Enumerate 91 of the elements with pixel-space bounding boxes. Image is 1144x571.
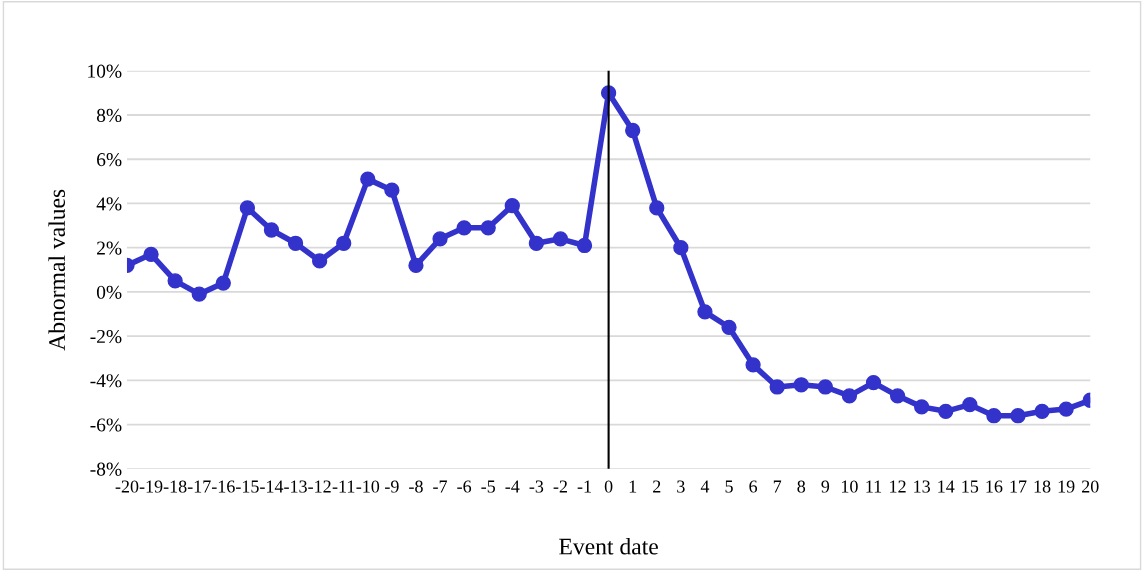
point: [239, 200, 256, 216]
x-tick-label: -3: [529, 480, 544, 493]
x-tick-label: -9: [385, 480, 399, 493]
point: [143, 246, 159, 262]
point: [336, 235, 352, 251]
x-tick-label: -10: [356, 480, 380, 493]
x-tick-label: -4: [505, 480, 520, 493]
x-tick-label: -11: [332, 480, 355, 493]
point: [504, 198, 520, 214]
x-tick-label: -16: [211, 480, 235, 493]
y-axis-title: Abnormal values: [48, 189, 66, 351]
x-tick-label: 10: [841, 480, 858, 493]
x-axis-title: Event date: [559, 537, 658, 555]
point: [432, 231, 448, 247]
x-tick-label: 9: [821, 480, 830, 493]
x-tick-label: 7: [773, 480, 782, 493]
x-tick-label: 1: [629, 480, 637, 493]
x-tick-label: -20: [115, 480, 139, 493]
y-tick-label: -8%: [90, 462, 122, 476]
point: [360, 171, 376, 187]
point: [215, 275, 231, 291]
x-tick-label: -6: [457, 480, 472, 493]
x-tick-label: -19: [139, 480, 163, 493]
point: [480, 220, 496, 236]
x-tick-label: -5: [481, 480, 496, 493]
y-tick-label: -2%: [90, 329, 122, 344]
point: [889, 388, 906, 404]
point: [745, 357, 761, 373]
point: [311, 253, 328, 269]
point: [408, 257, 424, 274]
x-tick-label: 19: [1058, 480, 1075, 493]
point: [697, 304, 713, 320]
point: [167, 273, 183, 289]
point: [914, 399, 930, 415]
point: [793, 377, 809, 393]
x-tick-label: -12: [308, 480, 331, 493]
x-tick-label: 14: [938, 480, 955, 493]
x-tick-label: 6: [749, 480, 758, 493]
x-tick-label: -18: [163, 480, 187, 493]
y-tick-label: -6%: [90, 418, 122, 432]
point: [625, 122, 641, 139]
y-tick-label: -4%: [90, 374, 122, 388]
y-tick-label: 2%: [97, 241, 122, 255]
x-tick-label: 3: [677, 480, 685, 493]
point: [865, 374, 882, 391]
x-tick-label: 0: [604, 480, 613, 493]
x-tick-label: 12: [890, 480, 906, 493]
point: [287, 235, 304, 251]
x-tick-label: -14: [260, 480, 284, 493]
x-tick-label: -13: [284, 480, 307, 493]
x-tick-label: 15: [962, 480, 979, 493]
x-tick-label: 4: [700, 480, 710, 493]
point: [817, 379, 833, 395]
point: [841, 388, 858, 404]
x-tick-label: 8: [797, 480, 806, 493]
x-tick-label: -1: [577, 480, 591, 493]
point: [986, 408, 1002, 424]
point: [191, 286, 207, 302]
point: [649, 200, 665, 216]
x-tick-label: 5: [725, 480, 733, 493]
point: [1058, 401, 1074, 417]
y-tick-label: 10%: [88, 64, 122, 78]
x-tick-label: 18: [1034, 480, 1051, 493]
point: [962, 397, 978, 413]
point: [769, 379, 785, 395]
point: [384, 182, 400, 198]
x-tick-label: -17: [187, 480, 211, 493]
point: [1034, 403, 1050, 419]
point: [1010, 408, 1026, 424]
x-tick-label: 2: [653, 480, 661, 493]
x-tick-label: -15: [236, 480, 259, 493]
point: [552, 231, 569, 247]
x-tick-label: -8: [409, 480, 423, 493]
x-tick-label: 17: [1010, 480, 1027, 493]
point: [721, 319, 737, 335]
y-tick-label: 0%: [96, 285, 122, 299]
x-tick-label: 13: [914, 480, 930, 493]
point: [938, 403, 954, 419]
y-tick-label: 6%: [97, 153, 122, 167]
point: [528, 235, 545, 251]
point: [263, 222, 280, 238]
x-tick-label: 11: [866, 480, 882, 493]
point: [673, 240, 689, 256]
x-tick-label: 20: [1082, 480, 1099, 493]
point: [576, 237, 593, 254]
y-tick-label: 4%: [96, 197, 122, 211]
x-tick-label: 16: [986, 480, 1003, 493]
x-tick-label: -2: [553, 480, 567, 493]
point: [456, 220, 472, 236]
x-tick-label: -7: [433, 480, 448, 493]
y-tick-label: 8%: [96, 108, 122, 123]
